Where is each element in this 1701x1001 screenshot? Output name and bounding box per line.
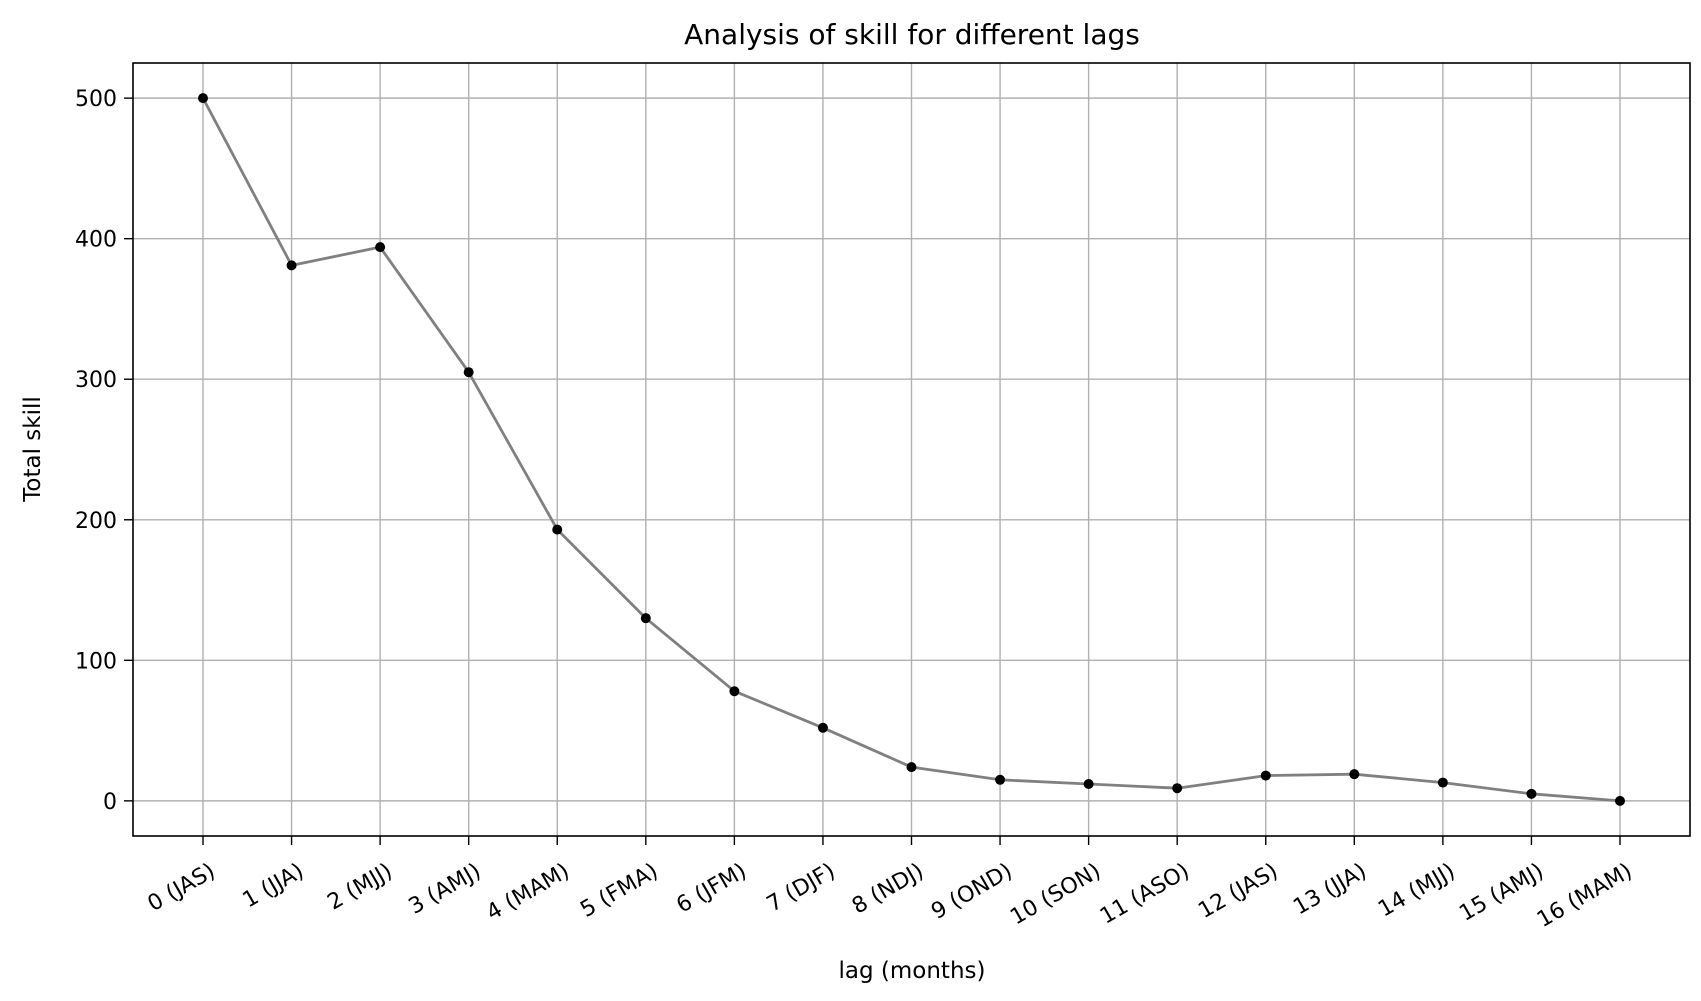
series [198, 93, 1625, 806]
y-axis: 0 100 200 300 400 500 [75, 87, 133, 815]
data-point [1349, 769, 1360, 780]
x-tick-label: 10 (SON) [1006, 859, 1105, 931]
x-tick-label: 14 (MJJ) [1374, 859, 1459, 923]
x-tick-label: 9 (OND) [927, 859, 1016, 925]
y-tick-label: 400 [75, 228, 117, 253]
y-tick-label: 500 [75, 87, 117, 112]
x-tick-label: 4 (MAM) [482, 859, 573, 926]
data-point [1083, 778, 1094, 789]
data-point [906, 762, 917, 773]
y-tick-label: 300 [75, 368, 117, 393]
x-tick-label: 13 (JJA) [1289, 859, 1371, 921]
data-point [552, 524, 563, 535]
data-point [1172, 783, 1183, 794]
x-tick-label: 12 (JAS) [1194, 859, 1282, 924]
x-tick-label: 7 (DJF) [763, 859, 840, 918]
data-point [1437, 777, 1448, 788]
data-point [817, 722, 828, 733]
x-tick-label: 8 (NDJ) [848, 859, 928, 920]
data-point [1526, 788, 1537, 799]
y-tick-label: 100 [75, 649, 117, 674]
x-tick-label: 2 (MJJ) [323, 859, 396, 916]
data-point [995, 774, 1006, 785]
x-tick-label: 15 (AMJ) [1455, 859, 1548, 927]
x-tick-label: 11 (ASO) [1096, 859, 1194, 930]
data-point [640, 613, 651, 624]
data-point [198, 93, 208, 104]
y-tick-label: 200 [75, 509, 117, 534]
x-tick-label: 5 (FMA) [576, 859, 662, 923]
x-tick-label: 1 (JJA) [239, 859, 308, 914]
data-point [286, 260, 297, 271]
x-axis-label: lag (months) [839, 958, 986, 984]
x-axis: 0 (JAS) 1 (JJA) 2 (MJJ) 3 (AMJ)4 (MAM) 5 (FM… [144, 836, 1637, 933]
x-tick-label: 6 (JFM) [672, 859, 751, 919]
y-tick-label: 0 [103, 790, 117, 815]
x-tick-label: 0 (JAS) [144, 859, 220, 917]
grid-lines [133, 63, 1690, 836]
plot-frame [132, 62, 1691, 837]
data-point [1260, 770, 1271, 781]
x-tick-label: 16 (MAM) [1533, 859, 1637, 933]
y-axis-label: Total skill [20, 396, 46, 503]
data-point [1615, 795, 1625, 806]
chart-title: Analysis of skill for different lags [684, 18, 1140, 51]
x-tick-label: 3 (AMJ) [405, 859, 486, 920]
data-point [375, 242, 386, 253]
data-point [729, 686, 740, 697]
data-point [463, 367, 474, 378]
